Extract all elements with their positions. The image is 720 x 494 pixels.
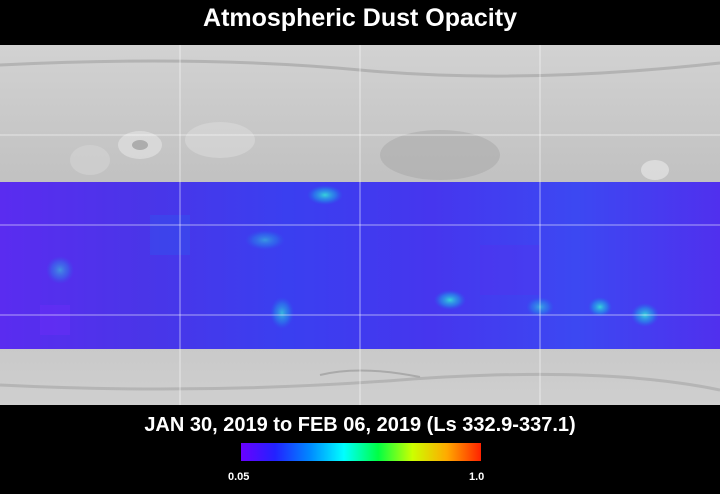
dust-hotspots bbox=[40, 185, 659, 335]
colorbar bbox=[241, 443, 481, 461]
colorbar-min-label: 0.05 bbox=[228, 471, 250, 483]
colorbar-max-label: 1.0 bbox=[469, 471, 485, 483]
colorbar-gradient bbox=[241, 443, 481, 461]
map-title: Atmospheric Dust Opacity bbox=[203, 4, 517, 32]
map-canvas bbox=[0, 45, 720, 405]
mars-map bbox=[0, 45, 720, 405]
lat-lon-grid bbox=[0, 45, 720, 405]
date-range-caption: JAN 30, 2019 to FEB 06, 2019 (Ls 332.9-3… bbox=[144, 414, 576, 436]
